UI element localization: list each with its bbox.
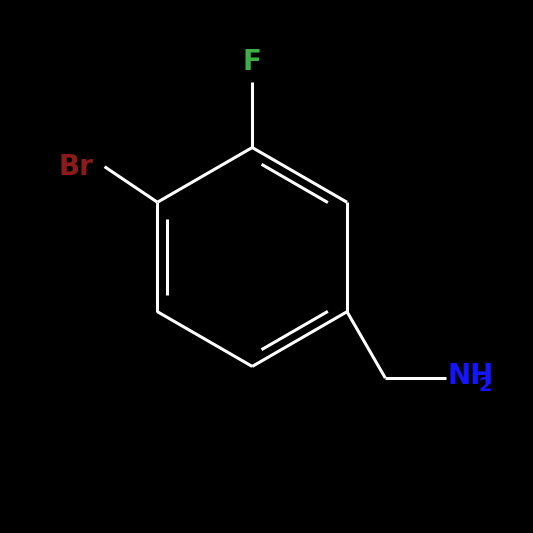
Text: 2: 2 bbox=[478, 376, 492, 395]
Text: NH: NH bbox=[448, 362, 494, 390]
Text: F: F bbox=[243, 49, 262, 76]
Text: Br: Br bbox=[59, 152, 94, 181]
